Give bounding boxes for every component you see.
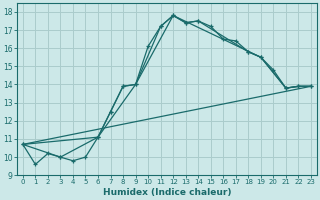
X-axis label: Humidex (Indice chaleur): Humidex (Indice chaleur) [103,188,231,197]
